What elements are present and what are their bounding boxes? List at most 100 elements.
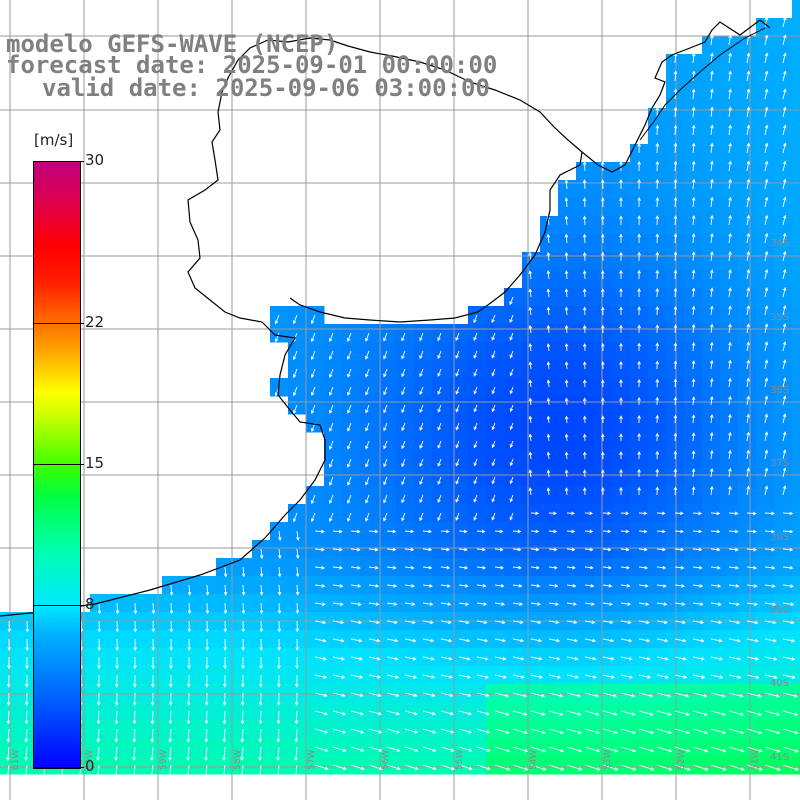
wind-cell: [756, 306, 775, 325]
wind-arrow: [509, 512, 514, 520]
wind-arrow: [365, 440, 370, 449]
wind-arrow-head: [691, 269, 696, 274]
wind-arrow: [656, 710, 671, 716]
wind-arrow-head: [169, 665, 173, 670]
wind-arrow: [728, 251, 731, 262]
wind-arrow: [782, 143, 786, 154]
wind-cell: [756, 162, 775, 181]
wind-cell: [756, 54, 775, 73]
wind-cell: [774, 270, 793, 289]
wind-arrow-head: [564, 324, 569, 329]
wind-cell: [774, 126, 793, 145]
wind-arrow: [350, 602, 361, 605]
wind-cell: [738, 486, 757, 505]
wind-arrow: [419, 440, 424, 449]
wind-arrow: [347, 368, 352, 378]
wind-arrow: [512, 530, 521, 533]
wind-arrow: [314, 656, 327, 660]
wind-arrow: [566, 728, 582, 734]
wind-cell: [666, 108, 685, 127]
wind-arrow: [476, 746, 490, 752]
wind-arrow: [764, 179, 768, 190]
wind-arrow-head: [394, 638, 399, 643]
wind-cell: [630, 306, 649, 325]
wind-arrow: [329, 440, 334, 450]
wind-arrow: [242, 584, 245, 595]
wind-arrow-head: [347, 517, 351, 522]
wind-arrow-head: [204, 757, 208, 762]
wind-arrow-head: [637, 233, 641, 238]
wind-arrow: [565, 362, 568, 370]
wind-arrow-head: [782, 160, 787, 165]
wind-arrow: [692, 379, 695, 388]
wind-arrow-head: [23, 775, 28, 780]
wind-cell: [792, 576, 800, 595]
wind-arrow: [476, 584, 486, 587]
wind-arrow-head: [709, 414, 714, 418]
wind-arrow: [584, 548, 593, 551]
wind-arrow-head: [736, 620, 741, 625]
wind-arrow: [473, 332, 478, 341]
wind-arrow-head: [710, 287, 714, 292]
wind-cell: [558, 288, 577, 307]
wind-arrow: [674, 161, 677, 172]
wind-arrow: [602, 548, 611, 551]
wind-arrow: [547, 470, 550, 478]
wind-arrow-head: [764, 341, 769, 346]
wind-arrow: [547, 289, 550, 298]
wind-arrow-head: [447, 602, 452, 606]
wind-arrow: [401, 440, 406, 449]
wind-arrow-head: [601, 324, 605, 329]
wind-arrow-head: [413, 711, 418, 716]
wind-arrow-head: [342, 730, 347, 734]
wind-cell: [738, 54, 757, 73]
wind-arrow-head: [722, 749, 727, 753]
wind-arrow-head: [437, 390, 441, 395]
wind-arrow: [782, 378, 786, 388]
wind-arrow-head: [631, 712, 636, 716]
wind-cell: [666, 360, 685, 379]
wind-arrow-head: [673, 233, 678, 238]
wind-arrow-head: [649, 712, 654, 716]
wind-arrow-head: [394, 656, 399, 661]
wind-arrow-head: [556, 638, 561, 643]
wind-arrow-head: [782, 286, 787, 291]
wind-cell: [702, 360, 721, 379]
wind-cell: [684, 378, 703, 397]
wind-arrow: [692, 728, 708, 734]
wind-cell: [738, 342, 757, 361]
wind-cell: [756, 450, 775, 469]
wind-arrow-head: [632, 767, 637, 771]
wind-arrow-head: [446, 547, 450, 552]
wind-arrow-head: [773, 675, 778, 679]
wind-cell: [594, 468, 613, 487]
wind-cell: [540, 396, 559, 415]
wind-arrow: [674, 584, 685, 587]
wind-arrow-head: [328, 374, 333, 378]
wind-arrow: [476, 620, 487, 624]
wind-cell: [792, 288, 800, 307]
wind-arrow: [584, 638, 596, 642]
wind-arrow: [404, 584, 415, 587]
wind-arrow-head: [376, 620, 381, 625]
wind-arrow: [492, 404, 496, 412]
wind-arrow-head: [455, 390, 459, 395]
wind-arrow-head: [485, 675, 490, 679]
wind-arrow-head: [582, 433, 587, 438]
wind-arrow-head: [673, 305, 678, 310]
wind-arrow-head: [794, 712, 799, 716]
wind-arrow-head: [637, 342, 641, 347]
wind-cell: [630, 144, 649, 163]
wind-arrow: [620, 674, 633, 678]
wind-arrow-head: [710, 142, 714, 147]
wind-arrow: [782, 764, 799, 771]
wind-arrow: [329, 476, 334, 486]
wind-arrow: [422, 746, 436, 752]
wind-arrow-head: [746, 323, 750, 328]
wind-arrow-head: [703, 712, 708, 716]
wind-arrow: [746, 638, 759, 642]
wind-arrow-head: [151, 610, 156, 615]
wind-arrow: [547, 434, 550, 442]
wind-arrow-head: [673, 396, 678, 401]
wind-arrow: [764, 566, 775, 569]
